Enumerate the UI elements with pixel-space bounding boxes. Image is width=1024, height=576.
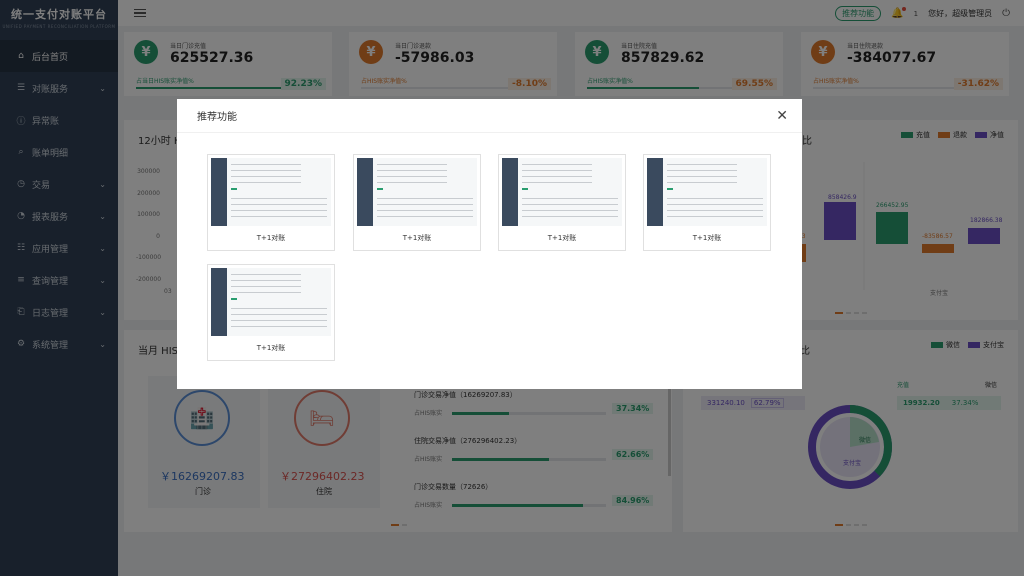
modal-title: 推荐功能 bbox=[197, 112, 237, 123]
feature-card[interactable]: T+1对账 bbox=[207, 264, 335, 361]
feature-card[interactable]: T+1对账 bbox=[498, 154, 626, 251]
feature-thumbnail bbox=[502, 158, 622, 226]
close-icon[interactable]: ✕ bbox=[776, 108, 788, 124]
feature-card[interactable]: T+1对账 bbox=[643, 154, 771, 251]
modal-header: 推荐功能 bbox=[177, 99, 802, 133]
feature-thumbnail bbox=[211, 158, 331, 226]
feature-thumbnail bbox=[647, 158, 767, 226]
feature-label: T+1对账 bbox=[256, 344, 286, 352]
feature-label: T+1对账 bbox=[402, 234, 432, 242]
feature-thumbnail bbox=[357, 158, 477, 226]
feature-thumbnail bbox=[211, 268, 331, 336]
feature-label: T+1对账 bbox=[692, 234, 722, 242]
recommend-modal: 推荐功能 ✕ T+1对账 T+1对账 T+1对账 T+1对账 T+1对账 bbox=[177, 99, 802, 389]
feature-card[interactable]: T+1对账 bbox=[207, 154, 335, 251]
feature-card[interactable]: T+1对账 bbox=[353, 154, 481, 251]
feature-label: T+1对账 bbox=[256, 234, 286, 242]
feature-label: T+1对账 bbox=[547, 234, 577, 242]
